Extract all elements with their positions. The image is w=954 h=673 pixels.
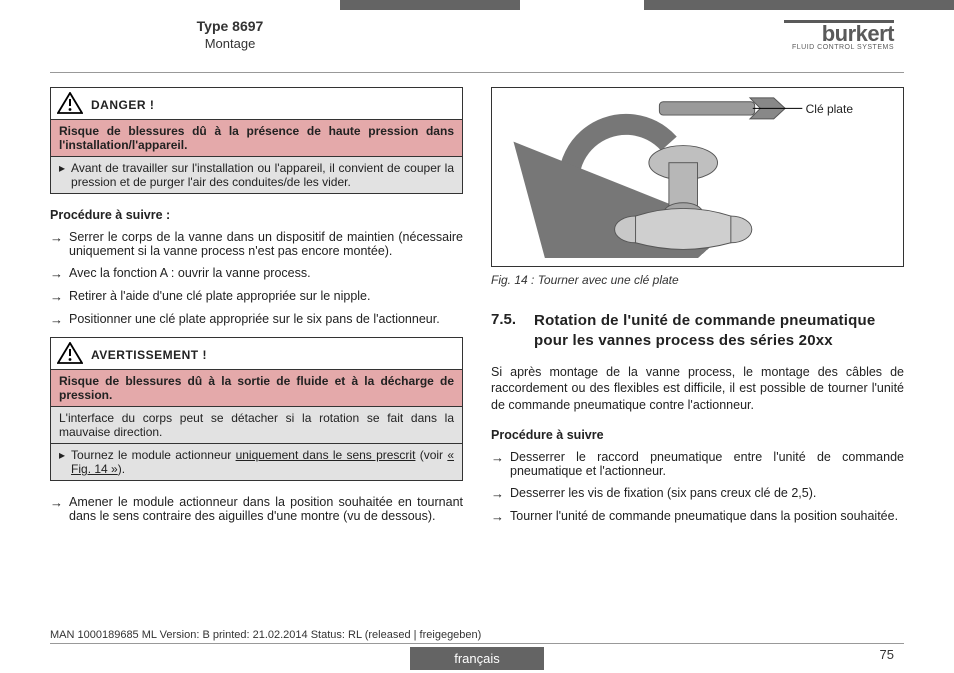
left-column: DANGER ! Risque de blessures dû à la pré…	[50, 87, 463, 625]
footer-bar: français 75	[0, 643, 954, 673]
procedure-steps: →Serrer le corps de la vanne dans un dis…	[50, 230, 463, 327]
procedure-steps-right: →Desserrer le raccord pneumatique entre …	[491, 450, 904, 524]
warning-action: ▸ Tournez le module actionneur uniquemen…	[51, 443, 462, 480]
page-header: Type 8697 Montage burkert FLUID CONTROL …	[0, 10, 954, 72]
footer-metadata: MAN 1000189685 ML Version: B printed: 21…	[0, 629, 954, 641]
language-tab: français	[410, 647, 544, 670]
warning-triangle-icon	[57, 92, 83, 117]
list-item: →Tourner l'unité de commande pneumatique…	[491, 509, 904, 524]
brand-tagline: FLUID CONTROL SYSTEMS	[784, 44, 894, 51]
section-paragraph: Si après montage de la vanne process, le…	[491, 364, 904, 415]
warning-box: AVERTISSEMENT ! Risque de blessures dû à…	[50, 337, 463, 481]
list-item: →Positionner une clé plate appropriée su…	[50, 312, 463, 327]
arrow-icon: →	[50, 289, 63, 304]
list-item: →Amener le module actionneur dans la pos…	[50, 495, 463, 523]
list-item: →Serrer le corps de la vanne dans un dis…	[50, 230, 463, 258]
list-item: →Retirer à l'aide d'une clé plate approp…	[50, 289, 463, 304]
arrow-icon: →	[491, 509, 504, 524]
arrow-icon: →	[491, 450, 504, 478]
right-column: Clé plate Fig. 14 : Tourner avec une clé…	[491, 87, 904, 625]
page-number: 75	[880, 647, 894, 662]
danger-box: DANGER ! Risque de blessures dû à la pré…	[50, 87, 463, 194]
warning-note: L'interface du corps peut se détacher si…	[51, 406, 462, 443]
triangle-bullet-icon: ▸	[59, 161, 65, 189]
list-item: →Desserrer le raccord pneumatique entre …	[491, 450, 904, 478]
danger-risk: Risque de blessures dû à la présence de …	[51, 119, 462, 156]
content-columns: DANGER ! Risque de blessures dû à la pré…	[0, 73, 954, 625]
after-steps: →Amener le module actionneur dans la pos…	[50, 495, 463, 523]
procedure-title-right: Procédure à suivre	[491, 428, 904, 442]
triangle-bullet-icon: ▸	[59, 448, 65, 476]
list-item: →Avec la fonction A : ouvrir la vanne pr…	[50, 266, 463, 281]
warning-title: AVERTISSEMENT !	[91, 348, 207, 362]
figure-caption: Fig. 14 : Tourner avec une clé plate	[491, 273, 904, 287]
list-item: →Desserrer les vis de fixation (six pans…	[491, 486, 904, 501]
header-subtitle: Montage	[60, 36, 400, 51]
danger-action: ▸Avant de travailler sur l'installation …	[51, 156, 462, 193]
figure-illustration	[500, 96, 895, 258]
figure-14: Clé plate	[491, 87, 904, 267]
warning-action-text: Tournez le module actionneur uniquement …	[71, 448, 454, 476]
document-page: Type 8697 Montage burkert FLUID CONTROL …	[0, 0, 954, 673]
arrow-icon: →	[50, 266, 63, 281]
arrow-icon: →	[50, 495, 63, 523]
type-line: Type 8697	[60, 18, 400, 34]
procedure-title: Procédure à suivre :	[50, 208, 463, 222]
danger-title: DANGER !	[91, 98, 154, 112]
brand-logo: burkert FLUID CONTROL SYSTEMS	[784, 18, 894, 51]
warning-risk: Risque de blessures dû à la sortie de fl…	[51, 369, 462, 406]
arrow-icon: →	[50, 312, 63, 327]
section-number: 7.5.	[491, 311, 516, 352]
top-tabs	[0, 0, 954, 10]
warning-triangle-icon	[57, 342, 83, 367]
arrow-icon: →	[491, 486, 504, 501]
section-title: Rotation de l'unité de commande pneumati…	[534, 311, 904, 352]
brand-name: burkert	[784, 24, 894, 44]
section-heading: 7.5. Rotation de l'unité de commande pne…	[491, 311, 904, 352]
figure-label: Clé plate	[806, 102, 853, 116]
arrow-icon: →	[50, 230, 63, 258]
